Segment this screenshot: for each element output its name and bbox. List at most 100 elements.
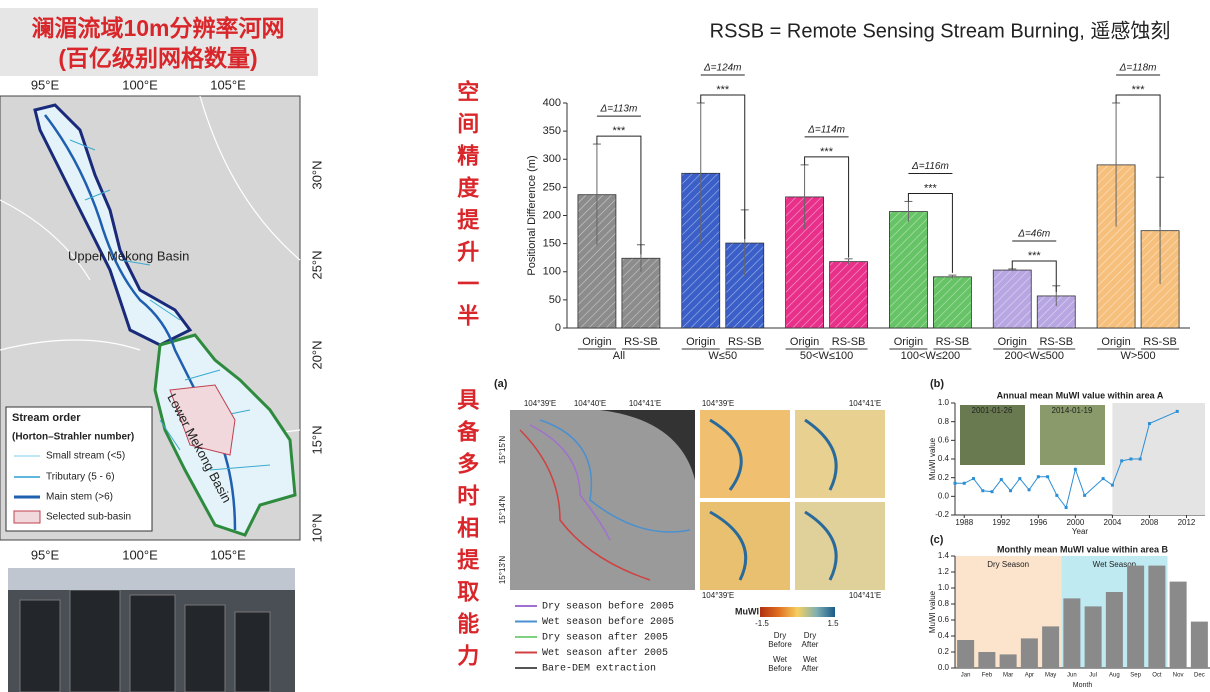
y-tick-label: 0.8 (938, 599, 950, 608)
y-tick-label: 300 (543, 153, 561, 165)
x-tick-label: May (1045, 673, 1056, 679)
y-tick-label: 150 (543, 238, 561, 250)
y-tick-label: 0 (555, 322, 561, 334)
y-tick-label: 0.0 (938, 663, 950, 672)
image-date: 2001-01-26 (972, 406, 1013, 415)
delta-label: Δ=113m (600, 104, 638, 115)
bar (933, 276, 972, 329)
y-tick-label: 0.6 (938, 615, 950, 624)
y-tick-label: 0.2 (938, 473, 950, 482)
legend-item: Wet season before 2005 (542, 616, 674, 628)
y-tick-label: 0.8 (938, 417, 950, 426)
bar (1127, 565, 1145, 668)
point (1046, 475, 1050, 479)
lat-label: 20°N (309, 340, 324, 369)
coord-label: 104°39'E (702, 591, 734, 600)
coord-label: 104°40'E (574, 399, 606, 408)
point (953, 481, 957, 485)
x-tick-label: 2012 (1178, 518, 1196, 527)
x-tick-label: 1988 (955, 518, 973, 527)
legend-item: Dry season after 2005 (542, 632, 668, 644)
x-tick-label: Dec (1194, 673, 1205, 679)
bracket (596, 135, 642, 255)
lon-label: 105°E (210, 77, 246, 92)
y-tick-label: 0.6 (938, 435, 950, 444)
bar (1042, 626, 1060, 668)
x-axis-label: Year (1072, 527, 1089, 536)
x-tick-label: 2000 (1066, 518, 1084, 527)
season-label: Dry Season (987, 560, 1029, 569)
bar (1105, 592, 1123, 668)
y-tick-label: 1.4 (938, 551, 950, 560)
delta-label: Δ=118m (1119, 63, 1157, 74)
x-tick-label: 2004 (1104, 518, 1122, 527)
series-label: RS-SB (832, 336, 866, 348)
panel-label: (a) (494, 378, 508, 390)
side-label: 空间精度提升一半 (454, 79, 479, 336)
y-tick-label: -0.2 (935, 510, 949, 519)
x-tick-label: Jan (961, 673, 971, 679)
image-date: 2014-01-19 (1052, 406, 1093, 415)
y-tick-label: 0.4 (938, 454, 950, 463)
series-label: Origin (790, 336, 819, 348)
significance: *** (716, 84, 730, 96)
lon-label: 100°E (122, 77, 158, 92)
x-tick-label: Nov (1173, 673, 1184, 679)
point (1064, 506, 1068, 510)
lat-label: 25°N (309, 250, 324, 279)
colorbar (760, 607, 835, 617)
colorbar-note: Wet After (802, 655, 819, 673)
y-tick-label: 350 (543, 125, 561, 137)
series-label: Origin (686, 336, 715, 348)
delta-label: Δ=114m (807, 125, 845, 136)
series-label: RS-SB (1143, 336, 1177, 348)
x-tick-label: Aug (1109, 673, 1120, 679)
y-tick-label: 250 (543, 181, 561, 193)
series-label: Origin (1101, 336, 1130, 348)
significance: *** (820, 146, 834, 158)
y-tick-label: 0.0 (938, 491, 950, 500)
bracket (804, 156, 850, 258)
chart-title: Monthly mean MuWI value within area B (997, 544, 1169, 554)
y-axis-label: Positional Difference (m) (526, 155, 538, 275)
title-box (0, 8, 318, 76)
series-label: RS-SB (936, 336, 970, 348)
panel-a-images (510, 405, 1105, 590)
coord-label: 104°41'E (849, 399, 881, 408)
bracket (1115, 94, 1161, 227)
point (1101, 477, 1105, 481)
category-label: W>500 (1120, 350, 1155, 362)
colorbar-tick: -1.5 (755, 619, 769, 628)
side-label: 具备多时相提取能力 (454, 388, 480, 676)
category-label: 200<W≤500 (1004, 350, 1064, 362)
y-tick-label: 200 (543, 209, 561, 221)
bar (957, 640, 975, 668)
x-tick-label: Feb (982, 673, 993, 679)
bar (1148, 565, 1166, 668)
legend-item: Small stream (<5) (46, 451, 125, 462)
point (1175, 409, 1179, 413)
y-tick-label: 1.0 (938, 398, 950, 407)
lat-label: 30°N (309, 160, 324, 189)
colorbar-title: MuWI (735, 606, 759, 616)
point (1120, 459, 1124, 463)
bracket (907, 192, 953, 273)
y-axis-label: MuWI value (928, 437, 937, 480)
x-tick-label: Jun (1067, 673, 1077, 679)
coord-label: 15°15'N (498, 436, 507, 465)
legend-item: Tributary (5 - 6) (46, 472, 115, 483)
series-label: RS-SB (1039, 336, 1073, 348)
category-label: 50<W≤100 (800, 350, 853, 362)
significance: *** (612, 125, 626, 137)
y-tick-label: 0.4 (938, 631, 950, 640)
bracket (1011, 260, 1057, 292)
colorbar-note: Wet Before (768, 655, 792, 673)
x-tick-label: 1992 (992, 518, 1010, 527)
point (1073, 467, 1077, 471)
coord-label: 104°39'E (524, 399, 556, 408)
y-tick-label: 50 (549, 294, 561, 306)
panel-label: (c) (930, 534, 944, 546)
bar (992, 269, 1032, 329)
panel-label: (b) (930, 378, 944, 390)
